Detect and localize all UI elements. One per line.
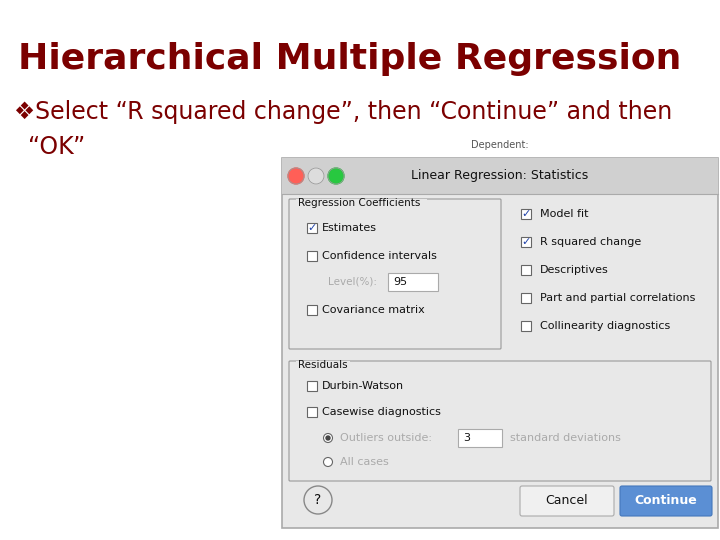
Text: Model fit: Model fit (540, 209, 588, 219)
Text: All cases: All cases (340, 457, 389, 467)
Circle shape (323, 457, 333, 467)
Text: 3: 3 (463, 433, 470, 443)
Text: Covariance matrix: Covariance matrix (322, 305, 425, 315)
Bar (307, 223, 317, 233)
Bar (521, 209, 531, 219)
Text: ✓: ✓ (521, 237, 531, 247)
FancyBboxPatch shape (282, 158, 718, 528)
Text: Linear Regression: Statistics: Linear Regression: Statistics (411, 170, 589, 183)
Bar (307, 381, 317, 391)
Text: 95: 95 (393, 277, 407, 287)
Bar (521, 265, 531, 275)
Text: Hierarchical Multiple Regression: Hierarchical Multiple Regression (18, 42, 681, 76)
FancyBboxPatch shape (520, 486, 614, 516)
Text: ❖Select “R squared change”, then “Continue” and then: ❖Select “R squared change”, then “Contin… (14, 100, 672, 124)
Bar (307, 305, 317, 315)
Circle shape (288, 168, 304, 184)
Text: Descriptives: Descriptives (540, 265, 608, 275)
FancyBboxPatch shape (289, 361, 711, 481)
Text: ✓: ✓ (307, 223, 317, 233)
Bar (282, 158, 718, 194)
Text: R squared change: R squared change (540, 237, 642, 247)
Text: Residuals: Residuals (298, 360, 348, 370)
Text: Outliers outside:: Outliers outside: (340, 433, 432, 443)
Text: Collinearity diagnostics: Collinearity diagnostics (540, 321, 670, 331)
Bar (388, 273, 438, 291)
Text: Durbin-Watson: Durbin-Watson (322, 381, 404, 391)
Text: “OK”: “OK” (28, 135, 85, 159)
Circle shape (308, 168, 324, 184)
Text: Level(%):: Level(%): (328, 277, 377, 287)
Text: Continue: Continue (634, 495, 698, 508)
Bar (521, 293, 531, 303)
Text: ✓: ✓ (521, 209, 531, 219)
Bar (307, 251, 317, 261)
Text: Confidence intervals: Confidence intervals (322, 251, 437, 261)
Bar (307, 407, 317, 417)
Text: Estimates: Estimates (322, 223, 377, 233)
Bar (521, 237, 531, 247)
Text: Dependent:: Dependent: (471, 140, 528, 150)
Circle shape (326, 436, 330, 440)
Bar (296, 199, 426, 207)
Bar (296, 361, 349, 369)
FancyBboxPatch shape (289, 199, 501, 349)
Text: Part and partial correlations: Part and partial correlations (540, 293, 696, 303)
Text: ?: ? (315, 493, 322, 507)
Circle shape (323, 434, 333, 442)
Bar (458, 429, 502, 447)
Text: Regression Coefficients: Regression Coefficients (298, 198, 420, 208)
Text: Casewise diagnostics: Casewise diagnostics (322, 407, 441, 417)
Circle shape (304, 486, 332, 514)
FancyBboxPatch shape (620, 486, 712, 516)
Circle shape (328, 168, 344, 184)
Bar (521, 321, 531, 331)
Text: standard deviations: standard deviations (510, 433, 621, 443)
Text: Cancel: Cancel (546, 495, 588, 508)
